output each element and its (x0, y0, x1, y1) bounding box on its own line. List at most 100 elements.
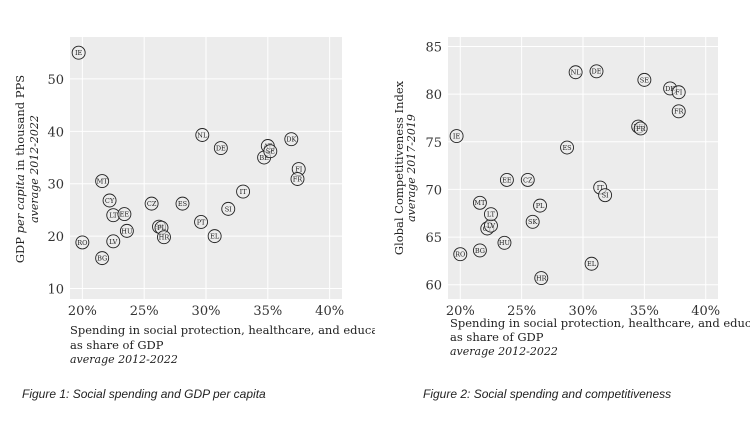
data-point: ES (560, 140, 574, 155)
point-marker (144, 196, 159, 211)
x-tick-label: 35% (630, 304, 659, 319)
data-point: FR (290, 172, 305, 186)
point-label: LV (487, 222, 496, 230)
point-label: LT (109, 212, 118, 220)
y-tick-label: 65 (425, 231, 442, 246)
x-axis-label: Spending in social protection, healthcar… (70, 323, 375, 337)
data-point: ES (175, 196, 190, 211)
point-label: CZ (147, 200, 157, 208)
data-point: FR (633, 121, 648, 136)
point-marker (589, 64, 604, 79)
point-label: IT (597, 184, 605, 192)
point-marker (568, 65, 583, 80)
point-marker (633, 121, 648, 136)
figure-1-scatter: 20% 25% 30% 35% 40% 10 20 30 40 50 IE RO BG MT CY LT EE L… (13, 37, 375, 401)
y-axis-sublabel: average 2017-2019 (405, 114, 418, 222)
point-label: PT (197, 218, 206, 226)
point-marker (236, 184, 251, 199)
data-point: MT (472, 195, 487, 210)
point-label: FI (295, 165, 303, 173)
data-point: EE (117, 207, 132, 222)
data-point: CZ (520, 172, 535, 187)
x-axis-label-line2: as share of GDP (450, 330, 544, 344)
data-point: EL (207, 229, 222, 244)
y-axis-label-part: in thousand PPS (13, 75, 27, 174)
y-axis-sublabel: average 2012-2022 (28, 115, 41, 223)
point-marker (560, 140, 574, 155)
data-point: SE (263, 144, 278, 159)
point-marker (95, 251, 110, 266)
data-point: IT (236, 184, 251, 199)
data-point: CY (102, 193, 117, 208)
point-label: MT (97, 178, 109, 186)
point-label: SE (640, 76, 649, 84)
data-point: PL (533, 198, 547, 213)
point-label: ES (178, 200, 187, 208)
data-point: BG (472, 243, 487, 258)
point-label: BE (259, 154, 269, 162)
point-marker (195, 128, 210, 142)
point-label: SI (602, 192, 609, 200)
point-marker (584, 256, 599, 271)
point-marker (95, 174, 110, 189)
point-marker (598, 188, 613, 203)
point-marker (520, 172, 535, 187)
point-label: SK (528, 218, 537, 226)
x-tick-label: 35% (253, 304, 282, 319)
point-label: PL (157, 224, 166, 232)
data-point: SI (221, 201, 236, 216)
point-label: IE (75, 49, 83, 57)
data-point: PT (194, 215, 209, 229)
data-point: HR (534, 271, 549, 285)
figure-caption: Figure 2: Social spending and competitiv… (423, 387, 671, 401)
y-tick-label: 30 (47, 178, 64, 193)
data-point: LV (106, 234, 121, 249)
point-label: FR (636, 125, 647, 133)
data-point: RO (453, 247, 468, 262)
point-label: CY (105, 197, 115, 205)
y-tick-label: 75 (425, 136, 442, 151)
data-point: CZ (144, 196, 159, 211)
x-axis-sublabel: average 2012-2022 (450, 345, 558, 358)
point-label: HU (499, 239, 511, 247)
y-tick-label: 50 (47, 73, 64, 88)
point-label: HU (121, 227, 133, 235)
data-point: EL (584, 256, 599, 271)
point-label: EE (502, 176, 512, 184)
point-marker (157, 230, 171, 245)
x-tick-label: 30% (192, 304, 221, 319)
x-tick-label: 25% (507, 304, 536, 319)
point-marker (484, 207, 498, 222)
data-point: HU (497, 235, 512, 250)
figure-caption: Figure 1: Social spending and GDP per ca… (22, 387, 266, 401)
data-point: FI (671, 85, 686, 100)
point-marker (284, 132, 299, 147)
point-marker (497, 235, 512, 250)
point-label: RO (455, 251, 465, 259)
point-label: IE (453, 132, 461, 140)
y-tick-label: 10 (47, 283, 64, 298)
point-label: FR (674, 108, 685, 116)
point-marker (525, 214, 540, 229)
point-label: CZ (523, 176, 533, 184)
point-marker (534, 271, 549, 285)
x-axis-label: Spending in social protection, healthcar… (450, 316, 750, 330)
point-marker (449, 129, 464, 144)
point-label: IT (240, 188, 248, 196)
point-label: LV (109, 238, 118, 246)
data-point: DK (284, 132, 299, 147)
data-point: SK (525, 214, 540, 229)
point-label: FI (675, 89, 683, 97)
point-marker (102, 193, 117, 208)
point-label: DK (665, 85, 675, 93)
data-point: SE (637, 72, 652, 87)
point-marker (175, 196, 190, 211)
y-axis-label-part: GDP (13, 233, 27, 263)
x-tick-label: 40% (691, 304, 720, 319)
point-label: EL (210, 233, 220, 241)
data-point: SI (598, 188, 613, 203)
y-tick-label: 85 (425, 41, 442, 56)
point-label: SI (225, 205, 232, 213)
point-label: HR (159, 234, 171, 242)
